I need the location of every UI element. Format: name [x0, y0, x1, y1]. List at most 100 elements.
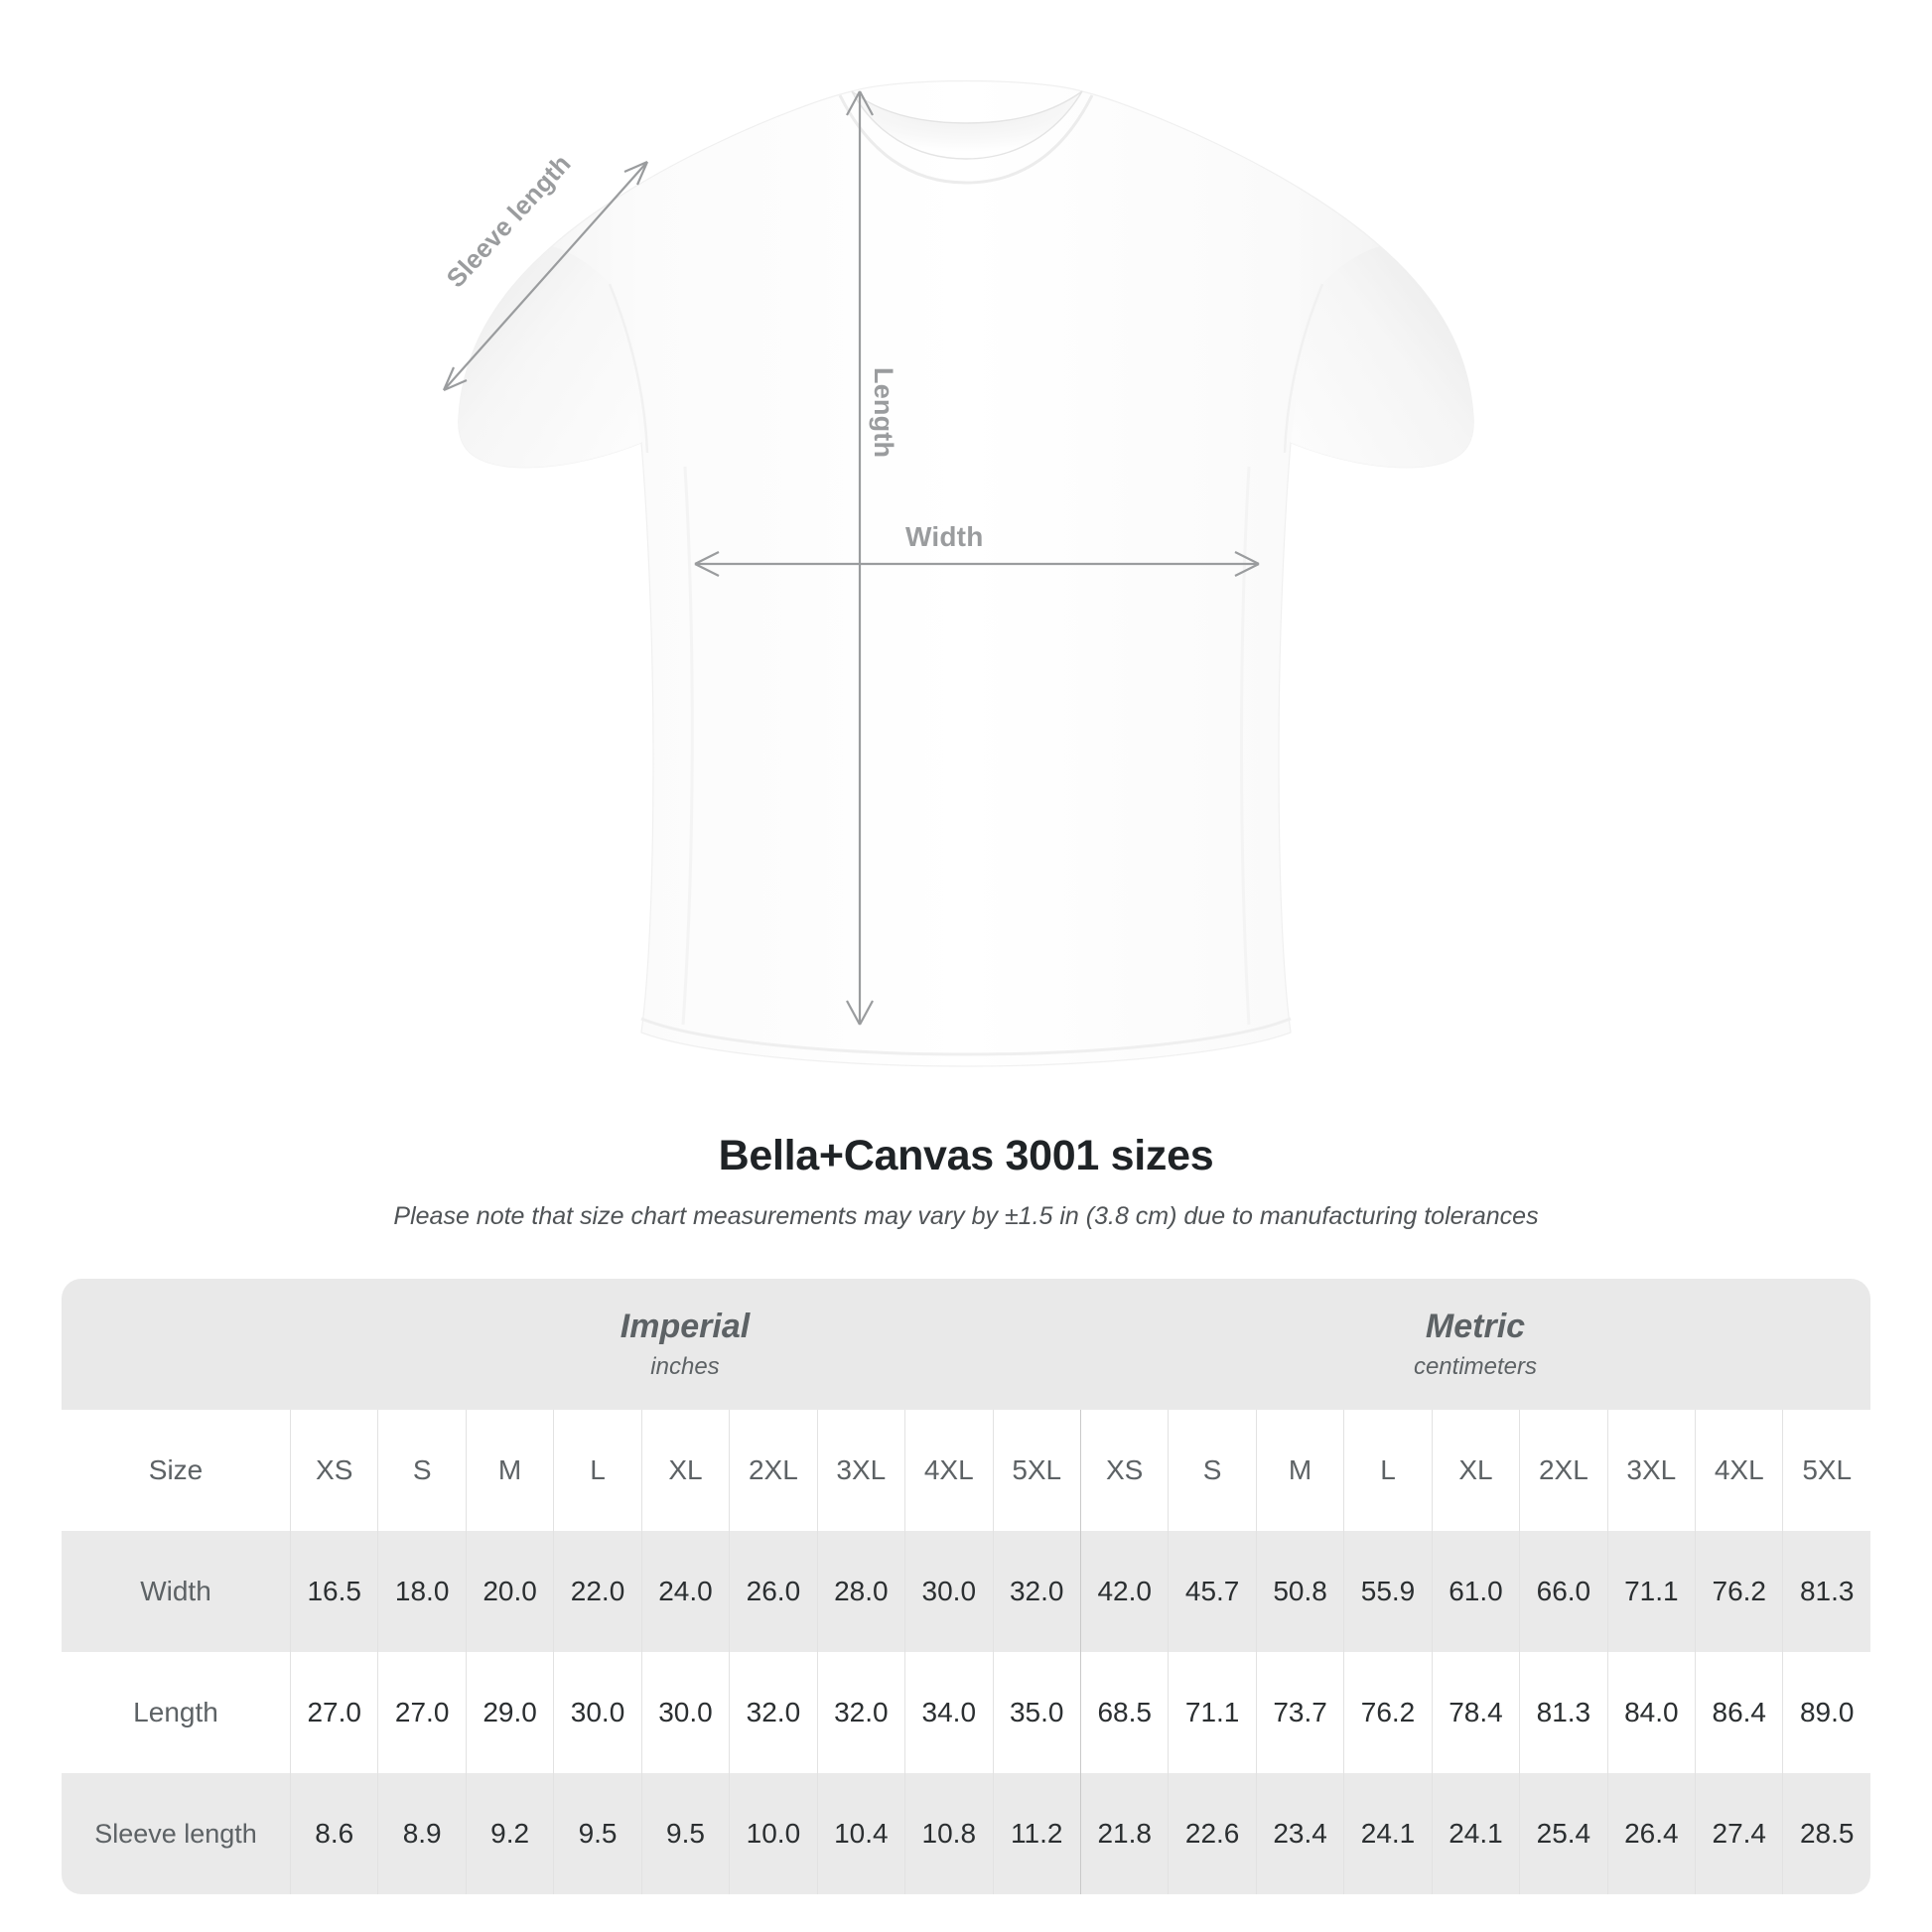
cell-sleeve-length-metric-m: 23.4 [1255, 1773, 1344, 1894]
cell-sleeve-length-imperial-s: 8.9 [377, 1773, 466, 1894]
page-title: Bella+Canvas 3001 sizes [718, 1132, 1214, 1179]
cell-sleeve-length-imperial-xl: 9.5 [640, 1773, 730, 1894]
page-subtitle: Please note that size chart measurements… [393, 1202, 1539, 1230]
cell-sleeve-length-metric-2xl: 25.4 [1519, 1773, 1607, 1894]
cell-length-imperial-m: 29.0 [465, 1652, 554, 1773]
length-dimension-label: Length [869, 367, 898, 459]
cell-sleeve-length-imperial-xs: 8.6 [290, 1773, 378, 1894]
size-header-metric-s: S [1168, 1410, 1256, 1531]
cell-length-imperial-xs: 27.0 [290, 1652, 378, 1773]
row-label-width: Width [62, 1531, 290, 1652]
product-diagram: Sleeve length Length Width [440, 79, 1474, 1067]
unit-name-imperial: Imperial [620, 1308, 751, 1346]
size-header-imperial-m: M [465, 1410, 554, 1531]
cell-width-imperial-2xl: 26.0 [729, 1531, 817, 1652]
table-row: Sleeve length 8.6 8.9 9.2 9.5 9.5 10.0 10.4 10.8… [62, 1773, 1870, 1894]
cell-sleeve-length-metric-s: 22.6 [1168, 1773, 1256, 1894]
cell-sleeve-length-imperial-2xl: 10.0 [729, 1773, 817, 1894]
size-header-imperial-4xl: 4XL [904, 1410, 993, 1531]
table-row: Width 16.5 18.0 20.0 22.0 24.0 26.0 28.0 30.0 32.… [62, 1531, 1870, 1652]
size-header-metric-l: L [1343, 1410, 1432, 1531]
cell-length-metric-l: 76.2 [1343, 1652, 1432, 1773]
unit-banner-metric: Metric centimeters [1079, 1279, 1870, 1410]
cell-length-metric-m: 73.7 [1255, 1652, 1344, 1773]
cell-length-imperial-l: 30.0 [553, 1652, 641, 1773]
cell-width-metric-5xl: 81.3 [1782, 1531, 1870, 1652]
sleeve-length-arrow [442, 160, 649, 392]
row-label-sleeve-length: Sleeve length [62, 1773, 290, 1894]
size-chart-table: Imperial inches Metric centimeters Size … [62, 1279, 1870, 1894]
cell-length-imperial-2xl: 32.0 [729, 1652, 817, 1773]
cell-length-metric-5xl: 89.0 [1782, 1652, 1870, 1773]
size-header-metric-2xl: 2XL [1519, 1410, 1607, 1531]
cell-sleeve-length-metric-xs: 21.8 [1079, 1773, 1169, 1894]
cell-width-imperial-xs: 16.5 [290, 1531, 378, 1652]
cell-width-imperial-s: 18.0 [377, 1531, 466, 1652]
row-label-length: Length [62, 1652, 290, 1773]
cell-sleeve-length-imperial-m: 9.2 [465, 1773, 554, 1894]
unit-sub-imperial: inches [650, 1352, 720, 1380]
cell-sleeve-length-metric-4xl: 27.4 [1695, 1773, 1783, 1894]
cell-width-metric-3xl: 71.1 [1606, 1531, 1696, 1652]
cell-length-metric-xs: 68.5 [1079, 1652, 1169, 1773]
cell-length-metric-4xl: 86.4 [1695, 1652, 1783, 1773]
tshirt-body [458, 79, 1474, 1067]
unit-name-metric: Metric [1425, 1308, 1526, 1346]
size-header-imperial-xs: XS [290, 1410, 378, 1531]
unit-sub-metric: centimeters [1413, 1352, 1537, 1380]
cell-width-metric-m: 50.8 [1255, 1531, 1344, 1652]
length-arrow [846, 90, 874, 1026]
cell-width-imperial-l: 22.0 [553, 1531, 641, 1652]
width-arrow [694, 551, 1260, 577]
cell-sleeve-length-metric-3xl: 26.4 [1606, 1773, 1696, 1894]
cell-width-imperial-4xl: 30.0 [904, 1531, 993, 1652]
cell-length-imperial-xl: 30.0 [640, 1652, 730, 1773]
size-header-metric-3xl: 3XL [1606, 1410, 1696, 1531]
tshirt-illustration [442, 79, 1474, 1067]
size-header-metric-xl: XL [1431, 1410, 1520, 1531]
unit-banner-row: Imperial inches Metric centimeters [62, 1279, 1870, 1410]
size-header-metric-5xl: 5XL [1782, 1410, 1870, 1531]
size-header-imperial-3xl: 3XL [816, 1410, 905, 1531]
size-header-imperial-5xl: 5XL [992, 1410, 1080, 1531]
cell-sleeve-length-metric-xl: 24.1 [1431, 1773, 1520, 1894]
cell-width-metric-xs: 42.0 [1079, 1531, 1169, 1652]
size-header-metric-m: M [1255, 1410, 1344, 1531]
cell-width-imperial-xl: 24.0 [640, 1531, 730, 1652]
cell-width-metric-l: 55.9 [1343, 1531, 1432, 1652]
width-dimension-label: Width [905, 521, 984, 552]
cell-length-metric-xl: 78.4 [1431, 1652, 1520, 1773]
cell-sleeve-length-imperial-l: 9.5 [553, 1773, 641, 1894]
cell-sleeve-length-imperial-3xl: 10.4 [816, 1773, 905, 1894]
cell-length-imperial-4xl: 34.0 [904, 1652, 993, 1773]
cell-sleeve-length-imperial-5xl: 11.2 [992, 1773, 1080, 1894]
size-header-imperial-xl: XL [640, 1410, 730, 1531]
cell-length-metric-s: 71.1 [1168, 1652, 1256, 1773]
table-row: Length 27.0 27.0 29.0 30.0 30.0 32.0 32.0 34.0 35… [62, 1652, 1870, 1773]
cell-width-metric-s: 45.7 [1168, 1531, 1256, 1652]
cell-width-metric-2xl: 66.0 [1519, 1531, 1607, 1652]
size-chart-table-container: Imperial inches Metric centimeters Size … [62, 1279, 1870, 1894]
size-header-label: Size [62, 1410, 290, 1531]
size-header-row: Size XS S M L XL 2XL 3XL 4XL 5XL XS S M L XL 2XL 3XL 4XL… [62, 1410, 1870, 1531]
cell-width-imperial-m: 20.0 [465, 1531, 554, 1652]
cell-length-metric-3xl: 84.0 [1606, 1652, 1696, 1773]
cell-length-imperial-s: 27.0 [377, 1652, 466, 1773]
size-header-metric-4xl: 4XL [1695, 1410, 1783, 1531]
cell-width-metric-xl: 61.0 [1431, 1531, 1520, 1652]
cell-sleeve-length-imperial-4xl: 10.8 [904, 1773, 993, 1894]
unit-banner-imperial: Imperial inches [290, 1279, 1080, 1410]
cell-sleeve-length-metric-l: 24.1 [1343, 1773, 1432, 1894]
cell-width-imperial-3xl: 28.0 [816, 1531, 905, 1652]
cell-width-metric-4xl: 76.2 [1695, 1531, 1783, 1652]
size-header-imperial-s: S [377, 1410, 466, 1531]
cell-length-metric-2xl: 81.3 [1519, 1652, 1607, 1773]
size-header-imperial-l: L [553, 1410, 641, 1531]
measurement-annotations [442, 90, 1260, 1026]
cell-sleeve-length-metric-5xl: 28.5 [1782, 1773, 1870, 1894]
size-header-metric-xs: XS [1079, 1410, 1169, 1531]
size-chart-heading: Bella+Canvas 3001 sizes Please note that… [0, 1132, 1932, 1231]
unit-banner-spacer [62, 1279, 290, 1410]
cell-length-imperial-5xl: 35.0 [992, 1652, 1080, 1773]
cell-length-imperial-3xl: 32.0 [816, 1652, 905, 1773]
